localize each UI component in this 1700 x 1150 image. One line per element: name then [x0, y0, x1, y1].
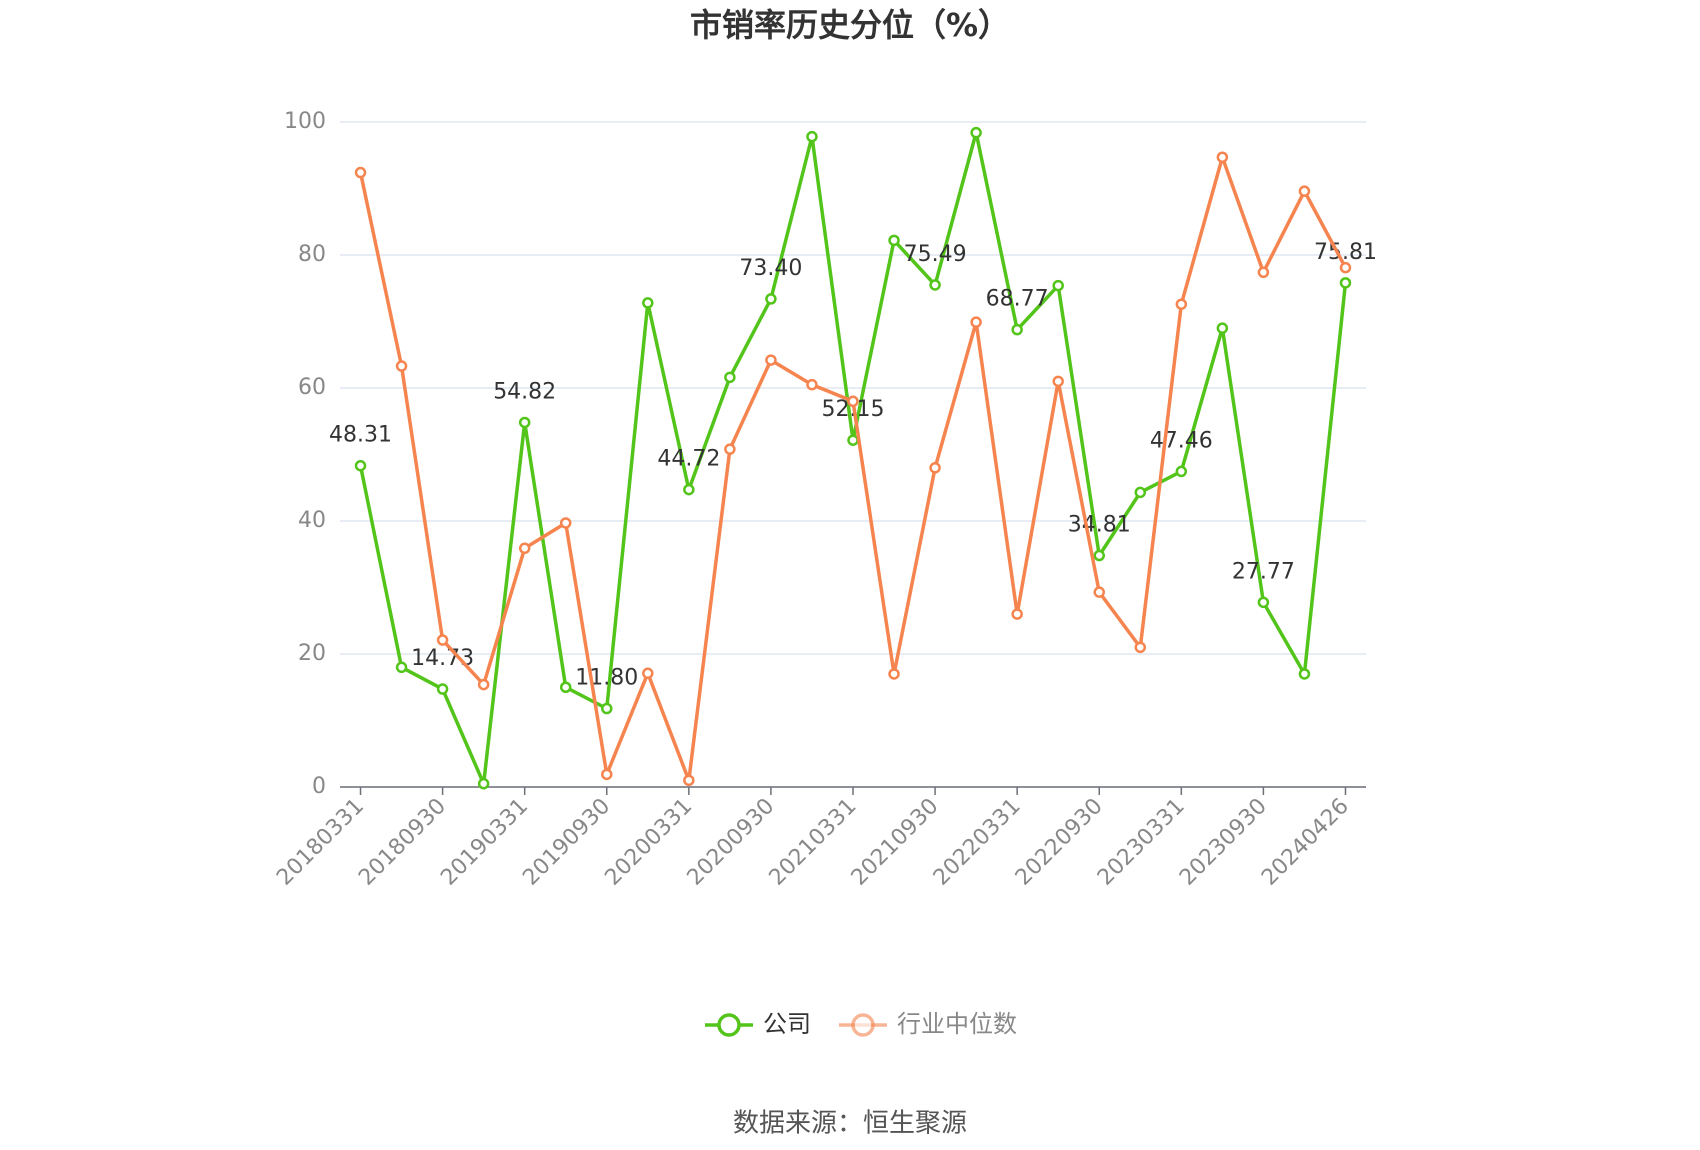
point	[1134, 486, 1147, 499]
data-label: 11.80	[575, 666, 638, 691]
point	[1093, 549, 1105, 562]
point	[477, 777, 490, 790]
point	[1257, 596, 1270, 609]
y-tick-label: 40	[298, 508, 326, 533]
point	[559, 681, 572, 693]
point	[1216, 322, 1229, 334]
data-label: 68.77	[986, 287, 1049, 312]
x-tick-label: 20230930	[1175, 794, 1272, 891]
point	[683, 774, 695, 787]
point	[1175, 465, 1188, 478]
point	[806, 378, 818, 391]
point	[395, 661, 408, 674]
point	[970, 126, 982, 139]
point	[765, 354, 777, 366]
y-tick-label: 60	[298, 375, 326, 400]
source-note: 数据来源：恒生聚源	[733, 1109, 967, 1139]
y-tick-label: 80	[298, 242, 326, 267]
point	[1339, 261, 1352, 274]
x-tick-label: 20210930	[847, 794, 944, 891]
point	[518, 542, 531, 555]
point	[1298, 668, 1311, 680]
point	[724, 443, 736, 455]
x-tick-label: 20180331	[272, 794, 369, 891]
point	[1011, 323, 1023, 336]
point	[888, 668, 900, 680]
data-label: 27.77	[1232, 559, 1295, 584]
y-tick-label: 100	[284, 109, 326, 134]
legend-label: 公司	[763, 1010, 811, 1038]
point	[354, 459, 367, 472]
x-tick-label: 20190331	[436, 794, 533, 891]
legend-marker	[717, 1013, 741, 1037]
x-tick-label: 20190930	[518, 794, 615, 891]
point	[518, 416, 531, 429]
data-label: 54.82	[493, 379, 556, 404]
point	[724, 371, 736, 384]
series-line	[354, 151, 1352, 787]
point	[477, 678, 490, 691]
point	[642, 297, 654, 309]
point	[436, 683, 449, 695]
legend-label: 行业中位数	[897, 1010, 1017, 1038]
point	[929, 462, 941, 474]
x-tick-label: 20240426	[1257, 794, 1354, 891]
point	[601, 768, 613, 781]
data-label: 14.73	[411, 646, 474, 671]
point	[601, 702, 613, 715]
point	[683, 483, 695, 496]
data-label: 48.31	[329, 423, 392, 448]
line	[358, 132, 1348, 791]
point	[1298, 185, 1311, 197]
x-tick-label: 20220331	[929, 794, 1026, 891]
point	[1339, 277, 1352, 289]
y-tick-label: 20	[298, 641, 326, 666]
line	[358, 151, 1348, 781]
point	[354, 166, 367, 179]
point	[765, 293, 777, 305]
point	[1134, 641, 1147, 654]
data-label: 34.81	[1068, 513, 1131, 538]
point	[1093, 586, 1105, 598]
x-tick-label: 20200930	[683, 794, 780, 891]
x-tick-label: 20200331	[600, 794, 697, 891]
x-tick-label: 20180930	[354, 794, 451, 891]
point	[970, 316, 982, 328]
point	[1216, 151, 1229, 163]
point	[888, 234, 900, 247]
point	[436, 634, 449, 646]
point	[559, 517, 572, 529]
point	[1011, 608, 1023, 620]
point	[847, 434, 859, 446]
x-tick-label: 20210331	[765, 794, 862, 891]
legend-marker	[851, 1013, 875, 1037]
chart-title: 市销率历史分位（%）	[690, 6, 1010, 44]
x-tick-label: 20220930	[1011, 794, 1108, 891]
point	[847, 395, 859, 408]
y-tick-label: 0	[312, 774, 326, 799]
point	[1052, 279, 1064, 292]
data-label: 75.81	[1314, 240, 1377, 265]
point	[395, 360, 408, 372]
point	[642, 667, 654, 680]
data-label: 73.40	[739, 256, 802, 281]
series-line	[354, 126, 1352, 791]
data-label: 44.72	[657, 447, 720, 472]
data-label: 75.49	[904, 242, 967, 267]
point	[806, 130, 818, 143]
point	[929, 279, 941, 291]
point	[1257, 266, 1270, 279]
x-tick-label: 20230331	[1093, 794, 1190, 891]
point	[1052, 375, 1064, 388]
data-label: 47.46	[1150, 428, 1213, 453]
point	[1175, 298, 1188, 310]
